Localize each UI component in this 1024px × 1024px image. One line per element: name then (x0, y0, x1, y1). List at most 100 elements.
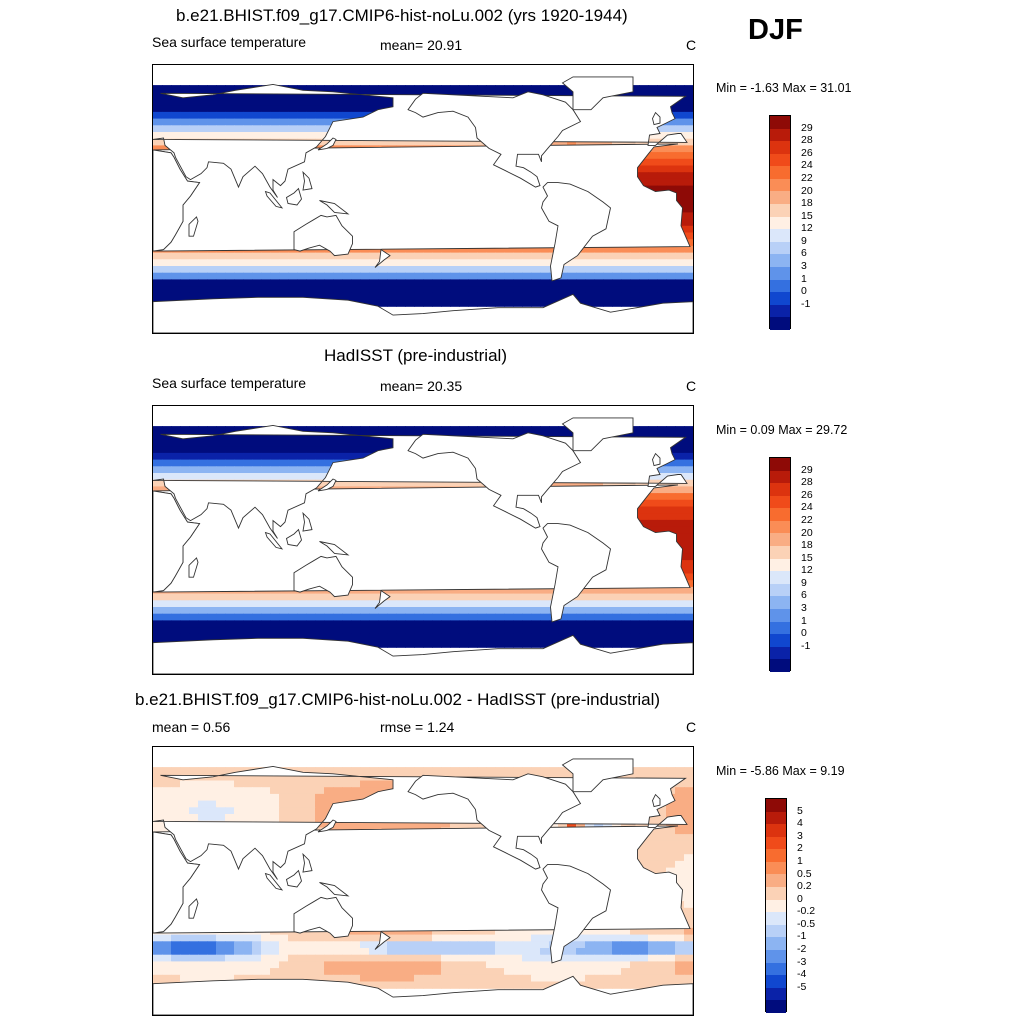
grid-cell (675, 292, 685, 301)
grid-cell (234, 466, 244, 474)
grid-cell (477, 620, 487, 628)
grid-cell (360, 105, 370, 113)
grid-cell (315, 466, 325, 474)
grid-cell (648, 152, 658, 160)
grid-cell (234, 279, 244, 287)
grid-cell (261, 793, 271, 802)
grid-cell (432, 620, 442, 628)
grid-cell (504, 767, 514, 775)
grid-cell (459, 252, 469, 260)
grid-cell (666, 85, 676, 93)
grid-cell (684, 486, 693, 494)
grid-cell (369, 613, 379, 621)
grid-cell (396, 85, 406, 93)
grid-cell (657, 158, 667, 167)
grid-cell (396, 279, 406, 287)
grid-cell (207, 266, 217, 274)
grid-cell (297, 473, 307, 481)
grid-cell (180, 98, 190, 106)
grid-cell (666, 91, 676, 100)
grid-cell (639, 613, 649, 621)
grid-cell (252, 620, 262, 628)
grid-cell (153, 145, 163, 153)
colorbar-tick-label: 0 (801, 627, 807, 640)
grid-cell (387, 299, 397, 307)
grid-cell (216, 266, 226, 274)
grid-cell (189, 286, 199, 294)
grid-cell (198, 466, 208, 474)
grid-cell (504, 292, 514, 301)
grid-cell (621, 91, 631, 100)
grid-cell (315, 627, 325, 635)
grid-cell (270, 600, 280, 608)
grid-cell (486, 279, 496, 287)
grid-cell (342, 432, 352, 441)
grid-cell (315, 292, 325, 301)
grid-cell (477, 286, 487, 294)
grid-cell (207, 259, 217, 267)
grid-cell (504, 279, 514, 287)
grid-cell (360, 479, 370, 487)
grid-cell (630, 266, 640, 274)
grid-cell (675, 199, 685, 207)
grid-cell (216, 105, 226, 113)
grid-cell (468, 299, 478, 307)
grid-cell (468, 479, 478, 487)
grid-cell (180, 132, 190, 140)
grid-cell (198, 98, 208, 106)
grid-cell (234, 118, 244, 126)
grid-cell (648, 519, 658, 528)
grid-cell (189, 800, 199, 808)
grid-cell (387, 820, 397, 828)
grid-cell (351, 98, 361, 106)
grid-cell (306, 125, 316, 133)
grid-cell (333, 439, 343, 447)
grid-cell (207, 98, 217, 106)
grid-cell (342, 787, 352, 795)
grid-cell (621, 432, 631, 441)
grid-cell (216, 814, 226, 822)
grid-cell (225, 452, 235, 461)
grid-cell (657, 600, 667, 608)
grid-cell (684, 780, 693, 788)
colorbar-tick-label: 15 (801, 551, 813, 564)
grid-cell (630, 426, 640, 434)
grid-cell (234, 85, 244, 93)
grid-cell (396, 600, 406, 608)
grid-cell (324, 613, 334, 621)
grid-cell (684, 633, 693, 642)
grid-cell (567, 620, 577, 628)
grid-cell (153, 426, 163, 434)
grid-cell (630, 252, 640, 260)
grid-cell (441, 479, 451, 487)
grid-cell (225, 98, 235, 106)
grid-cell (684, 85, 693, 93)
grid-cell (333, 272, 343, 280)
grid-cell (252, 627, 262, 635)
grid-cell (360, 426, 370, 434)
grid-cell (171, 800, 181, 808)
grid-cell (405, 138, 415, 146)
grid-cell (423, 259, 433, 267)
grid-cell (243, 627, 253, 635)
grid-cell (243, 439, 253, 447)
grid-cell (450, 479, 460, 487)
grid-cell (243, 259, 253, 267)
grid-cell (513, 272, 523, 280)
grid-cell (207, 446, 217, 454)
grid-cell (603, 286, 613, 294)
grid-cell (171, 793, 181, 802)
grid-cell (162, 459, 172, 467)
grid-cell (342, 446, 352, 454)
grid-cell (414, 820, 424, 828)
grid-cell (162, 807, 172, 815)
grid-cell (333, 767, 343, 775)
grid-cell (621, 292, 631, 301)
grid-cell (243, 466, 253, 474)
grid-cell (234, 125, 244, 133)
grid-cell (306, 800, 316, 808)
colorbar-tick-label: 28 (801, 476, 813, 489)
grid-cell (513, 252, 523, 260)
grid-cell (612, 640, 622, 648)
grid-cell (576, 279, 586, 287)
